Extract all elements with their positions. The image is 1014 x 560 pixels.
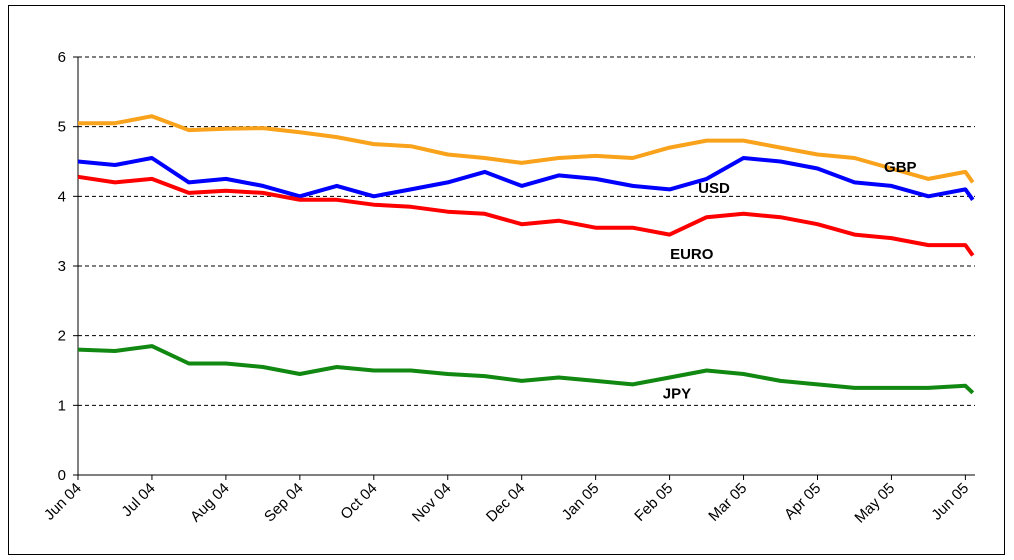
series-label: EURO <box>670 246 714 263</box>
chart-frame <box>8 5 1005 555</box>
y-tick-label: 0 <box>58 467 66 484</box>
y-tick-label: 4 <box>58 188 66 205</box>
series-line <box>77 174 975 257</box>
x-tick-label: Sep 04 <box>261 480 307 526</box>
series-line <box>77 156 975 201</box>
x-tick-label: May 05 <box>851 480 898 527</box>
y-tick-label: 3 <box>58 258 66 275</box>
series-label: USD <box>698 180 730 197</box>
x-tick-label: Jun 04 <box>41 480 85 524</box>
series-label: JPY <box>663 385 691 402</box>
x-tick-label: Jun 05 <box>928 480 972 524</box>
x-tick-label: Aug 04 <box>187 480 233 526</box>
x-tick-label: Mar 05 <box>705 480 750 525</box>
series-line <box>77 344 975 395</box>
y-tick-label: 2 <box>58 328 66 345</box>
series-line <box>78 114 975 184</box>
x-tick-label: Jul 04 <box>118 480 158 520</box>
x-tick-label: Oct 04 <box>337 480 380 523</box>
y-tick-label: 1 <box>58 397 66 414</box>
x-tick-label: Nov 04 <box>409 480 455 526</box>
x-tick-label: Jan 05 <box>559 480 603 524</box>
series-label: GBP <box>884 159 917 176</box>
x-tick-label: Apr 05 <box>781 480 824 523</box>
x-tick-label: Dec 04 <box>483 480 529 526</box>
y-tick-label: 6 <box>58 49 66 66</box>
y-tick-label: 5 <box>58 119 66 136</box>
x-tick-label: Feb 05 <box>631 480 676 525</box>
